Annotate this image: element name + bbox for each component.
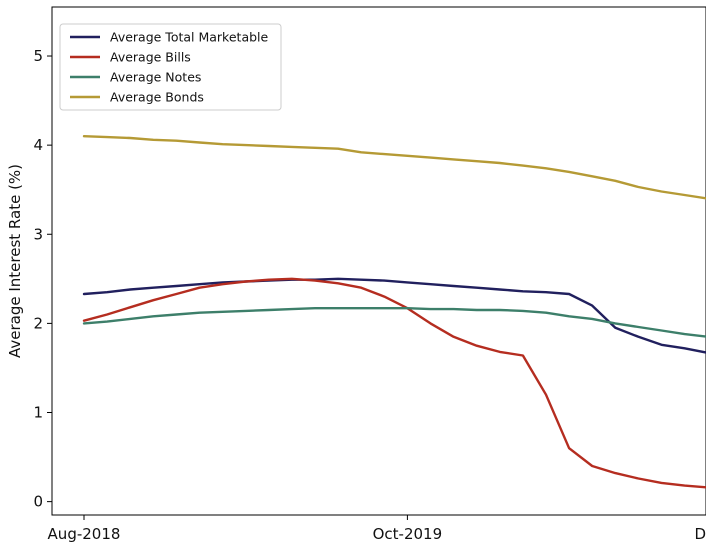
legend-frame	[59, 23, 282, 111]
y-axis-label: Average Interest Rate (%)	[6, 164, 24, 358]
y-tick-label: 2	[33, 314, 43, 332]
legend-label: Average Bills	[110, 50, 191, 65]
y-tick-label: 1	[33, 404, 43, 422]
legend: Average Total Marketable Average Bills Ave…	[59, 23, 282, 111]
x-axis: Aug-2018Oct-2019Dec-2020Feb-2022Apr-2023…	[48, 515, 706, 543]
y-tick-label: 4	[33, 136, 43, 154]
y-tick-label: 5	[33, 47, 43, 65]
y-tick-label: 0	[33, 493, 43, 511]
series-line-3	[82, 307, 706, 338]
y-tick-label: 3	[33, 225, 43, 243]
series-lines	[82, 134, 706, 489]
series-line-4	[82, 134, 706, 200]
x-tick-label: Oct-2019	[373, 525, 443, 543]
y-axis: 0 1 2 3 4 5	[33, 47, 52, 511]
x-tick-label: Dec-2020	[694, 525, 706, 543]
legend-label: Average Bonds	[110, 90, 204, 105]
x-tick-label: Aug-2018	[48, 525, 121, 543]
series-line-1	[82, 277, 706, 354]
legend-label: Average Total Marketable	[110, 30, 269, 45]
legend-label: Average Notes	[110, 70, 201, 85]
series-line-2	[82, 277, 706, 489]
plot-frame	[51, 6, 706, 516]
